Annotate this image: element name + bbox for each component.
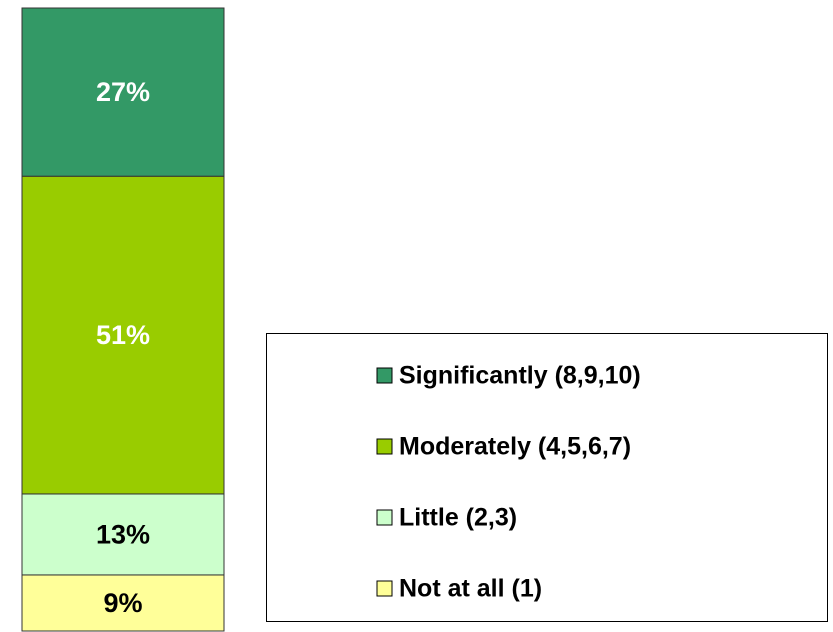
legend-box	[266, 333, 828, 622]
bar-segment	[21, 574, 225, 632]
data-label: 13%	[96, 520, 150, 550]
legend-swatch	[376, 367, 393, 384]
data-label: 51%	[96, 320, 150, 350]
legend-swatch	[376, 438, 393, 455]
legend-label: Significantly (8,9,10)	[399, 362, 641, 390]
bar-segment	[21, 493, 225, 576]
legend-label: Little (2,3)	[399, 504, 517, 532]
legend-label: Moderately (4,5,6,7)	[399, 433, 631, 461]
bar-segment	[21, 7, 225, 177]
legend-label: Not at all (1)	[399, 575, 542, 603]
legend-swatch	[376, 580, 393, 597]
data-label: 9%	[103, 588, 142, 618]
data-label: 27%	[96, 77, 150, 107]
legend-swatch	[376, 509, 393, 526]
